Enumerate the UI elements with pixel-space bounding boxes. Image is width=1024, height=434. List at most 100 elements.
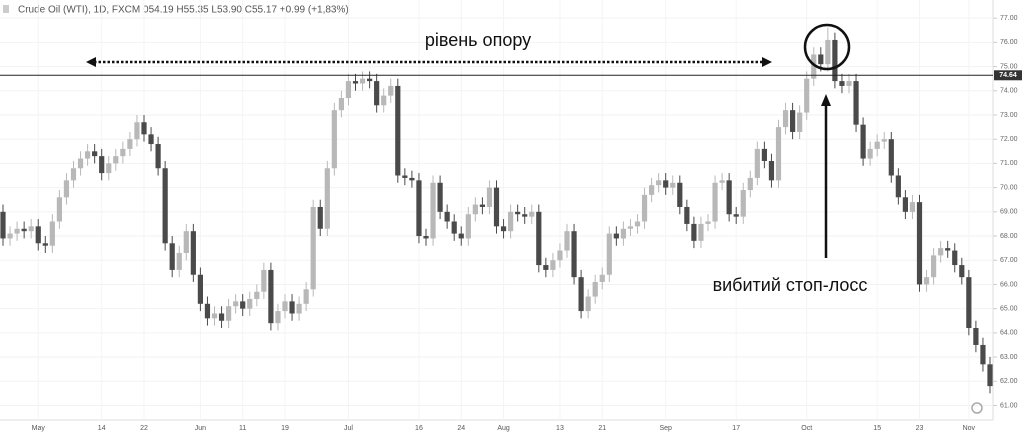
y-tick-label: 73.00	[1000, 112, 1018, 119]
candle-body	[254, 291, 260, 299]
candle-body	[28, 226, 34, 232]
candle-body	[698, 223, 704, 241]
candle-body	[902, 197, 908, 212]
candle-body	[169, 243, 175, 270]
candle-body	[980, 344, 986, 365]
x-tick-label: Jul	[344, 425, 353, 432]
candle-body	[500, 226, 507, 232]
candle-body	[895, 175, 901, 198]
candle-body	[331, 110, 337, 169]
candle-body	[49, 221, 55, 246]
settings-icon[interactable]	[971, 402, 983, 414]
candle-body	[649, 185, 655, 195]
candle-body	[754, 148, 760, 178]
candle-body	[775, 127, 782, 181]
candle-body	[134, 122, 140, 140]
candle-body	[909, 202, 916, 212]
highlight-circle	[803, 23, 851, 71]
x-tick-label: 24	[457, 425, 465, 432]
candle-body	[923, 277, 930, 285]
x-tick-label: Sep	[659, 425, 672, 432]
candle-body	[740, 190, 746, 217]
x-tick-label: 16	[415, 425, 423, 432]
x-tick-label: Aug	[497, 425, 510, 432]
candle-body	[677, 182, 683, 207]
candle-body	[204, 303, 211, 319]
candle-body	[804, 78, 810, 113]
candle-body	[261, 269, 267, 292]
candle-body	[409, 177, 415, 181]
candle-body	[529, 211, 535, 217]
candle-body	[247, 298, 253, 309]
candle-body	[571, 231, 577, 278]
x-tick-label: May	[32, 425, 46, 432]
candle-body	[663, 180, 669, 188]
candle-body	[825, 39, 831, 65]
x-tick-label: 19	[281, 425, 289, 432]
candle-body	[536, 211, 542, 266]
candle-body	[7, 233, 13, 239]
candle-body	[916, 202, 923, 285]
candle-body	[472, 204, 478, 215]
x-tick-label: 14	[98, 425, 106, 432]
candle-body	[275, 311, 281, 324]
candle-body	[797, 112, 803, 132]
candle-body	[155, 144, 161, 169]
candle-body	[966, 277, 972, 329]
candle-body	[613, 233, 619, 239]
arrow-head	[762, 57, 772, 67]
candle-body	[881, 139, 887, 142]
candle-body	[465, 214, 471, 239]
candle-body	[99, 156, 105, 174]
candle-body	[141, 122, 147, 135]
candle-body	[310, 206, 316, 290]
candle-body	[846, 81, 852, 86]
candle-body	[486, 187, 493, 207]
x-tick-label: 13	[556, 425, 564, 432]
candle-body	[35, 226, 41, 244]
candle-body	[338, 98, 344, 111]
candle-body	[359, 78, 366, 84]
candle-body	[423, 236, 429, 239]
candle-body	[790, 110, 796, 132]
x-tick-label: 21	[598, 425, 606, 432]
annotation: вибитий стоп-лосс	[713, 275, 868, 295]
y-tick-label: 74.00	[1000, 88, 1018, 95]
candle-body	[931, 255, 937, 278]
x-tick-label: 17	[732, 425, 740, 432]
y-tick-label: 65.00	[1000, 305, 1018, 312]
candle-body	[63, 180, 70, 198]
x-tick-label: 22	[140, 425, 148, 432]
candle-body	[92, 151, 98, 157]
candle-body	[458, 233, 464, 239]
candle-body	[684, 206, 690, 224]
candle-body	[402, 175, 408, 178]
candle-body	[888, 139, 894, 176]
candle-body	[190, 231, 196, 275]
candle-body	[811, 54, 817, 79]
candle-body	[606, 233, 612, 275]
candle-body	[705, 221, 711, 224]
candle-body	[656, 180, 662, 186]
candle-body	[945, 248, 951, 251]
candle-body	[430, 182, 436, 239]
candle-body	[479, 204, 485, 207]
candle-body	[70, 168, 77, 181]
candle-body	[162, 168, 168, 244]
x-tick-label: 15	[873, 425, 881, 432]
candle-body	[345, 81, 352, 99]
y-tick-label: 76.00	[1000, 39, 1018, 46]
candle-body	[395, 85, 401, 176]
candle-body	[85, 151, 91, 159]
candle-body	[113, 156, 119, 164]
candle-body	[853, 81, 859, 125]
y-tick-label: 70.00	[1000, 184, 1018, 191]
y-tick-label: 68.00	[1000, 233, 1018, 240]
chart-title: Crude Oil (WTI), 1D, FXCM 054.19 H55.35 …	[18, 5, 349, 16]
candle-body	[77, 158, 84, 169]
candle-body	[289, 301, 295, 314]
x-tick-label: Jun	[195, 425, 206, 432]
candle-body	[733, 214, 739, 217]
